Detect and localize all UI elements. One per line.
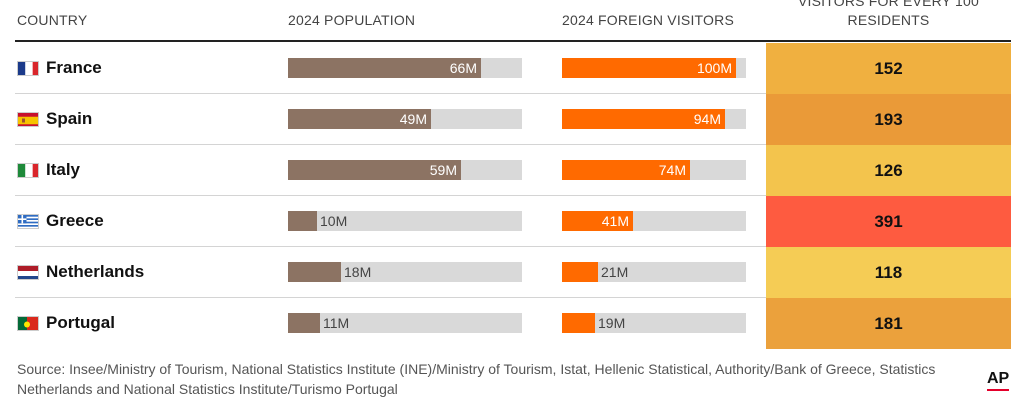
visitors-bar: 100M (562, 58, 736, 78)
header-country: COUNTRY (17, 12, 88, 28)
visitors-label: 41M (601, 213, 629, 229)
visitors-bar: 74M (562, 160, 690, 180)
source-note: Source: Insee/Ministry of Tourism, Natio… (17, 361, 936, 397)
visitors-track: 21M (562, 262, 746, 282)
country-label: Portugal (46, 313, 115, 332)
population-track: 49M (288, 109, 522, 129)
table-row: Greece 10M 41M 391 (15, 196, 1011, 247)
ratio-cell: 152 (766, 43, 1011, 94)
header-population: 2024 POPULATION (288, 12, 416, 28)
population-label: 49M (399, 111, 427, 127)
visitors-track: 41M (562, 211, 746, 231)
visitors-label: 19M (598, 315, 626, 331)
population-track: 11M (288, 313, 522, 333)
population-label: 66M (449, 60, 477, 76)
population-label: 59M (429, 162, 457, 178)
country-label: France (46, 58, 102, 77)
population-label: 11M (323, 315, 350, 331)
header-visitors: 2024 FOREIGN VISITORS (562, 12, 734, 28)
population-track: 59M (288, 160, 522, 180)
ratio-cell: 193 (766, 94, 1011, 145)
ap-logo-underline (987, 389, 1009, 391)
visitors-track: 100M (562, 58, 746, 78)
population-bar: 49M (288, 109, 431, 129)
visitors-track: 74M (562, 160, 746, 180)
netherlands-flag-icon (17, 265, 39, 280)
italy-flag-icon (17, 163, 39, 178)
ratio-cell: 126 (766, 145, 1011, 196)
table-row: Netherlands 18M 21M 118 (15, 247, 1011, 298)
spain-flag-icon (17, 112, 39, 127)
population-bar: 59M (288, 160, 461, 180)
population-label: 18M (344, 264, 372, 280)
population-bar: 66M (288, 58, 481, 78)
population-bar (288, 262, 341, 282)
header-ratio: VISITORS FOR EVERY 100 RESIDENTS (766, 0, 1011, 30)
ratio-cell: 118 (766, 247, 1011, 298)
visitors-bar: 41M (562, 211, 633, 231)
country-label: Netherlands (46, 262, 145, 281)
table-row: Portugal 11M 19M 181 (15, 298, 1011, 349)
visitors-label: 74M (658, 162, 686, 178)
population-track: 10M (288, 211, 522, 231)
ratio-cell: 391 (766, 196, 1011, 247)
visitors-bar (562, 313, 595, 333)
france-flag-icon (17, 61, 39, 76)
greece-flag-icon (17, 214, 39, 229)
visitors-label: 21M (601, 264, 629, 280)
visitors-track: 94M (562, 109, 746, 129)
visitors-bar (562, 262, 598, 282)
portugal-flag-icon (17, 316, 39, 331)
country-label: Italy (46, 160, 81, 179)
population-track: 66M (288, 58, 522, 78)
country-label: Spain (46, 109, 93, 128)
visitors-track: 19M (562, 313, 746, 333)
visitors-bar: 94M (562, 109, 725, 129)
table-row: Spain 49M 94M 193 (15, 94, 1011, 145)
table-row: Italy 59M 74M 126 (15, 145, 1011, 196)
ratio-cell: 181 (766, 298, 1011, 349)
header-ratio-line1: VISITORS FOR EVERY 100 (797, 0, 980, 9)
population-track: 18M (288, 262, 522, 282)
country-label: Greece (46, 211, 104, 230)
header-rule (15, 40, 1011, 42)
visitors-label: 94M (693, 111, 721, 127)
header-ratio-line2: RESIDENTS (847, 12, 930, 28)
population-bar (288, 313, 320, 333)
population-bar (288, 211, 317, 231)
ap-logo: AP (987, 370, 1010, 387)
visitors-label: 100M (696, 60, 732, 76)
table-row: France 66M 100M 152 (15, 43, 1011, 94)
population-label: 10M (320, 213, 348, 229)
